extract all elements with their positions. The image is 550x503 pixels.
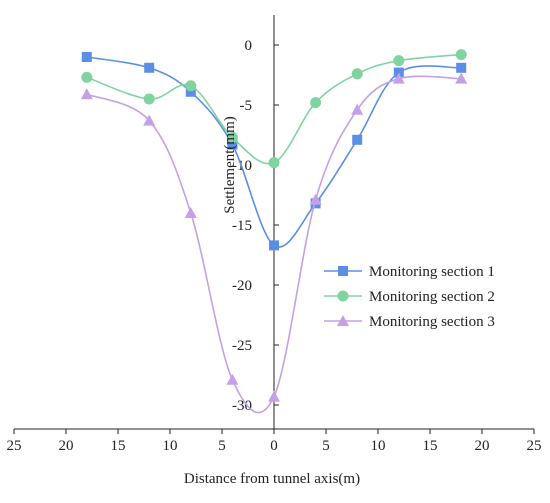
- data-point: [351, 103, 364, 115]
- x-axis-label: Distance from tunnel axis(m): [184, 471, 360, 487]
- x-tick-label: 20: [475, 438, 490, 454]
- y-tick-label: -25: [232, 338, 252, 354]
- data-point: [184, 207, 197, 218]
- legend-marker: [338, 266, 348, 276]
- data-point: [455, 49, 467, 61]
- data-point: [310, 97, 322, 109]
- legend-label: Monitoring section 2: [369, 289, 495, 305]
- legend-label: Monitoring section 3: [369, 314, 495, 330]
- x-tick-label: 25: [527, 438, 542, 454]
- y-axis-label: Settlement(mm): [222, 116, 238, 213]
- x-tick-label: 0: [270, 438, 278, 454]
- x-tick-label: 15: [111, 438, 126, 454]
- data-point: [226, 373, 239, 385]
- data-point: [455, 72, 468, 84]
- series-layer: [80, 49, 468, 414]
- data-point: [185, 86, 196, 97]
- x-tick-label: 5: [218, 438, 226, 454]
- data-point: [268, 157, 280, 169]
- data-point: [81, 52, 92, 62]
- data-point: [185, 80, 197, 92]
- data-point: [80, 88, 93, 100]
- x-tick-label: 10: [371, 438, 386, 454]
- data-point: [393, 55, 405, 67]
- data-point: [456, 62, 467, 73]
- y-tick-label: -5: [240, 98, 253, 114]
- data-point: [143, 93, 155, 105]
- x-tick-label: 5: [322, 438, 330, 454]
- data-point: [144, 62, 155, 73]
- data-point: [81, 71, 93, 83]
- y-tick-label: 0: [245, 38, 253, 54]
- legend-item-2: Monitoring section 2: [324, 289, 495, 305]
- data-point: [269, 240, 279, 251]
- legend-label: Monitoring section 1: [369, 264, 495, 280]
- data-point: [309, 193, 322, 205]
- legend-item-1: Monitoring section 1: [324, 264, 495, 280]
- legend-marker: [337, 290, 349, 302]
- data-point: [351, 68, 363, 80]
- axes: 25 20 15 10 5 0 5 10 15 20 250-5-10-15-20-25-30: [7, 15, 542, 454]
- x-tick-label: 25: [7, 438, 22, 454]
- x-tick-label: 10: [163, 438, 178, 454]
- legend-item-3: Monitoring section 3: [324, 314, 495, 330]
- y-tick-label: -15: [232, 218, 252, 234]
- data-point: [352, 134, 363, 145]
- x-tick-label: 15: [423, 438, 438, 454]
- series-2: [81, 49, 467, 169]
- y-tick-label: -30: [232, 398, 252, 414]
- data-point: [268, 390, 280, 402]
- legend: Monitoring section 1 Monitoring section 2…: [324, 264, 495, 330]
- legend-marker: [337, 315, 349, 326]
- x-tick-label: 20: [59, 438, 74, 454]
- data-point: [226, 131, 238, 143]
- data-point: [143, 114, 156, 126]
- data-point: [392, 72, 405, 84]
- series-3: [80, 72, 468, 414]
- y-tick-label: -20: [232, 278, 252, 294]
- data-point: [227, 139, 238, 150]
